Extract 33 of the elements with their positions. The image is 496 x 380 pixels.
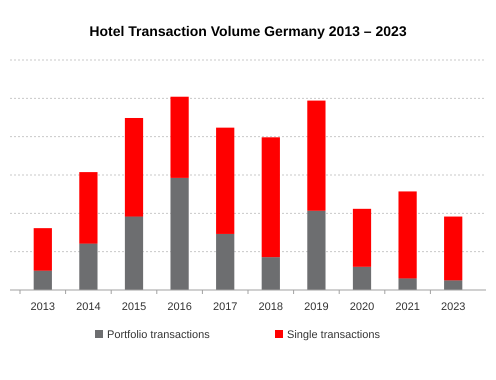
bar [124, 216, 144, 290]
x-tick-label: 2017 [212, 301, 238, 313]
bar [444, 216, 462, 280]
bar [352, 208, 372, 267]
bar [262, 137, 280, 258]
x-tick-label: 2014 [76, 301, 101, 313]
chart-title: Hotel Transaction Volume Germany 2013 – 2023 [89, 23, 407, 39]
x-tick-label: 2015 [122, 301, 146, 313]
x-tick-label: 2013 [30, 301, 56, 313]
bar [444, 280, 462, 290]
x-tick-label: 2021 [395, 301, 420, 313]
bar [216, 128, 234, 234]
bar [216, 234, 234, 290]
bar [352, 266, 372, 290]
x-tick-label: 2020 [350, 301, 374, 313]
bar [124, 118, 144, 217]
bar [79, 172, 98, 244]
legend-label: Single transactions [287, 329, 380, 341]
bar [262, 257, 280, 290]
legend-label: Portfolio transactions [107, 329, 210, 341]
bar [170, 178, 189, 290]
bar [34, 228, 52, 271]
x-tick-label: 2018 [258, 301, 284, 313]
bar [398, 191, 417, 278]
bar [79, 244, 98, 290]
bar [307, 100, 326, 211]
x-tick-label: 2023 [440, 301, 466, 313]
bar [307, 210, 326, 290]
x-tick-label: 2016 [167, 301, 192, 313]
bar [34, 270, 52, 290]
bar [170, 96, 189, 178]
x-tick-label: 2019 [304, 301, 329, 313]
bar [398, 278, 417, 290]
